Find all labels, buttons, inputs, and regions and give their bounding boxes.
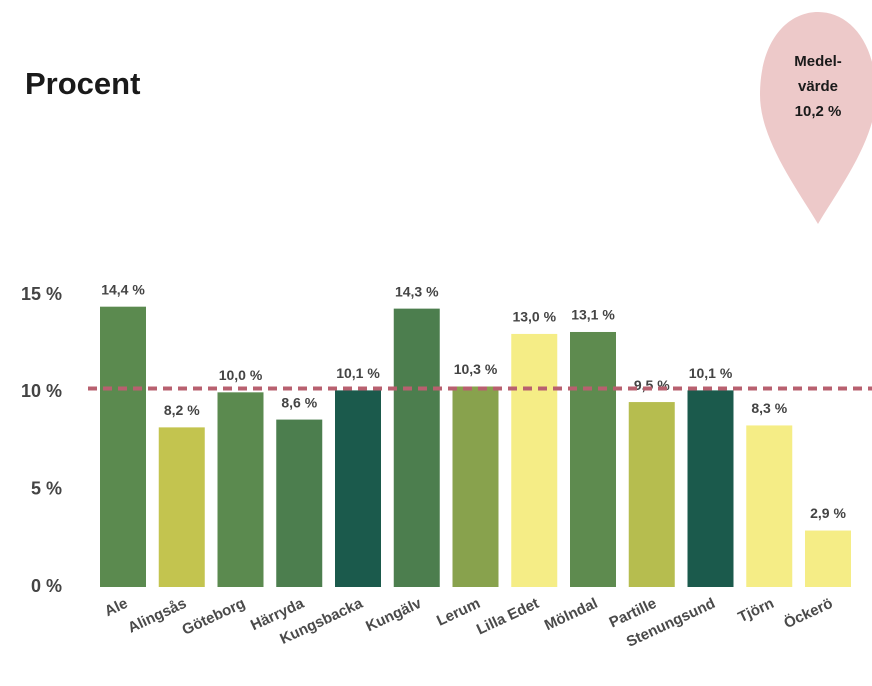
x-tick-label: Göteborg bbox=[180, 595, 248, 639]
x-tick-label: Kungälv bbox=[363, 595, 424, 636]
value-label: 14,4 % bbox=[101, 281, 145, 297]
value-label: 10,3 % bbox=[454, 361, 498, 377]
x-tick-label: Tjörn bbox=[735, 595, 776, 626]
value-label: 10,1 % bbox=[689, 365, 733, 381]
mean-label: Medel- bbox=[794, 53, 842, 70]
mean-label: värde bbox=[798, 78, 838, 95]
bar bbox=[805, 530, 851, 587]
mean-pin bbox=[760, 12, 872, 224]
bar bbox=[511, 333, 558, 587]
bar bbox=[452, 386, 499, 587]
x-tick-label: Mölndal bbox=[542, 595, 601, 634]
x-tick-label: Öckerö bbox=[781, 595, 835, 632]
bar bbox=[628, 402, 675, 587]
bar bbox=[335, 390, 381, 587]
mean-value-label: 10,2 % bbox=[795, 103, 842, 120]
bar bbox=[100, 306, 146, 587]
value-label: 2,9 % bbox=[810, 505, 846, 521]
bar bbox=[570, 331, 616, 587]
bar bbox=[217, 392, 264, 587]
bar bbox=[393, 308, 440, 587]
y-tick-label: 10 % bbox=[21, 381, 62, 401]
value-label: 10,1 % bbox=[336, 365, 380, 381]
x-tick-label: Lilla Edet bbox=[474, 595, 542, 639]
y-tick-label: 15 % bbox=[21, 284, 62, 304]
value-label: 13,0 % bbox=[512, 309, 556, 325]
value-label: 8,3 % bbox=[751, 400, 787, 416]
bar bbox=[276, 419, 323, 587]
bar bbox=[158, 427, 205, 587]
bar bbox=[687, 390, 734, 587]
value-label: 10,0 % bbox=[219, 367, 263, 383]
value-label: 8,6 % bbox=[281, 394, 317, 410]
value-label: 13,1 % bbox=[571, 307, 615, 323]
chart-title: Procent bbox=[25, 66, 140, 101]
y-tick-label: 5 % bbox=[31, 478, 62, 498]
y-tick-label: 0 % bbox=[31, 576, 62, 596]
value-label: 14,3 % bbox=[395, 283, 439, 299]
bar bbox=[746, 425, 793, 587]
x-tick-label: Alingsås bbox=[125, 595, 189, 637]
x-tick-label: Ale bbox=[102, 595, 130, 620]
value-label: 8,2 % bbox=[164, 402, 200, 418]
